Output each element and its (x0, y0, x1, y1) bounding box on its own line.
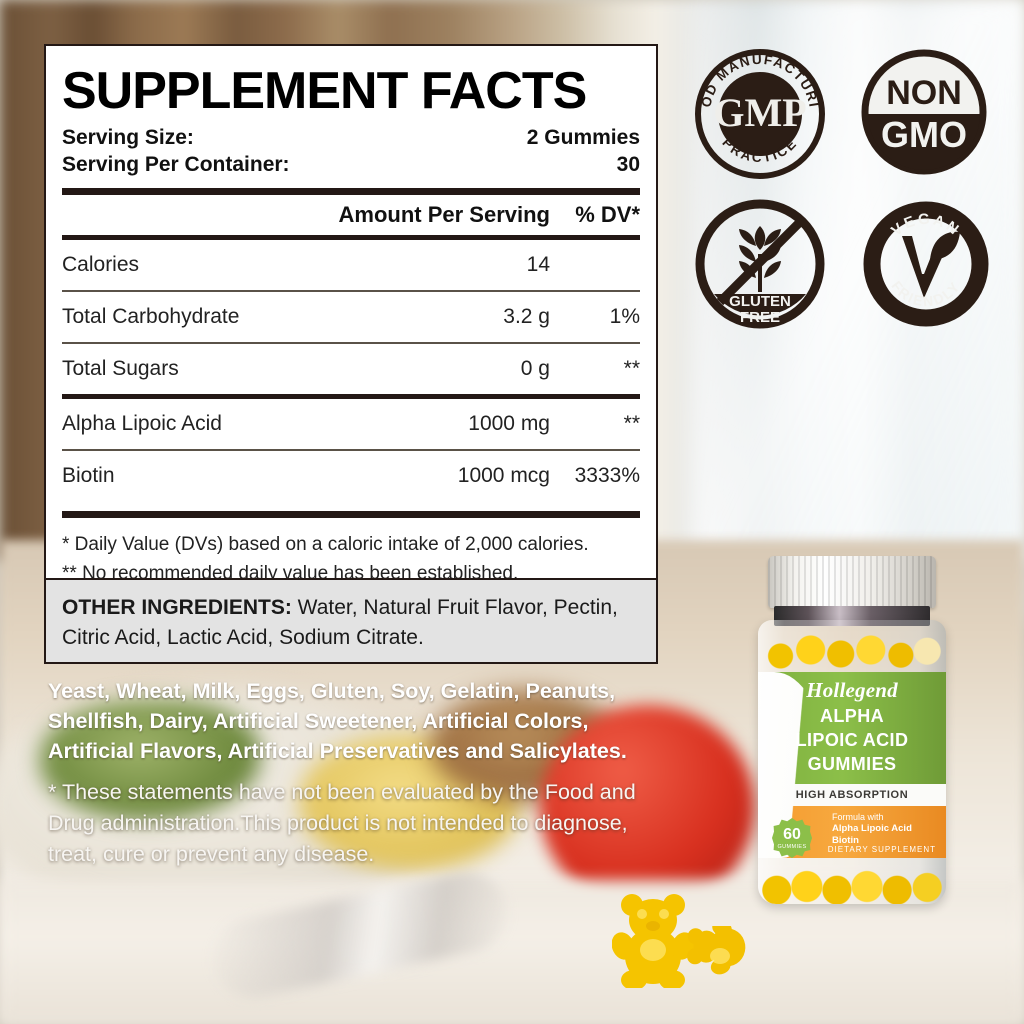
gummy-count-word: GUMMIES (777, 844, 807, 850)
table-row: Total Sugars 0 g ** (62, 344, 640, 394)
serving-size-value: 2 Gummies (526, 126, 640, 149)
gummy-bear-lying-icon (670, 926, 762, 988)
footnote-daily-value: * Daily Value (DVs) based on a caloric i… (62, 534, 589, 555)
brand-name: Hollegend (806, 678, 898, 702)
gmp-badge-icon: GOOD MANUFACTURING PRACTICE GMP (694, 48, 826, 180)
nutrient-amount: 1000 mg (468, 412, 550, 435)
background-tablecloth (0, 880, 1024, 1024)
svg-text:NON: NON (886, 74, 962, 112)
serving-size-row: Serving Size: 2 Gummies (62, 124, 640, 151)
svg-text:GLUTEN: GLUTEN (729, 293, 791, 310)
nutrient-name: Total Carbohydrate (62, 305, 240, 328)
divider-bottom-thick (62, 511, 640, 518)
other-ingredients-label: OTHER INGREDIENTS: (62, 596, 292, 619)
formula-item-biotin: Biotin (832, 835, 859, 846)
serving-per-container-label: Serving Per Container: (62, 153, 290, 176)
nutrient-name: Alpha Lipoic Acid (62, 412, 222, 435)
nutrient-name: Total Sugars (62, 357, 179, 380)
gummies-visible-top (758, 632, 946, 672)
serving-per-container-value: 30 (616, 153, 640, 176)
table-header-row: Amount Per Serving % DV* (62, 195, 640, 235)
table-row: Total Carbohydrate 3.2 g 1% (62, 292, 640, 342)
divider-row (62, 290, 640, 292)
bottle-cap (768, 556, 936, 608)
serving-size-label: Serving Size: (62, 126, 194, 149)
bottle-label: Hollegend ALPHA LIPOIC ACID GUMMIES HIGH… (758, 672, 946, 858)
dietary-supplement-text: DIETARY SUPPLEMENT (827, 845, 936, 854)
product-name: ALPHA LIPOIC ACID GUMMIES (758, 704, 946, 776)
column-header-dv: % DV* (575, 202, 640, 227)
svg-text:GMP: GMP (713, 90, 806, 135)
product-name-line-3: GUMMIES (807, 754, 897, 774)
supplement-facts-panel: SUPPLEMENT FACTS Serving Size: 2 Gummies… (44, 44, 658, 664)
nutrient-amount: 0 g (520, 357, 550, 380)
formula-items: Alpha Lipoic Acid Biotin (832, 823, 912, 847)
formula-with-label: Formula with (832, 812, 884, 822)
gummies-visible-bottom (758, 858, 946, 904)
other-ingredients-section: OTHER INGREDIENTS: Water, Natural Fruit … (46, 578, 656, 662)
svg-text:GMO: GMO (881, 114, 967, 155)
nutrient-dv: 3333% (574, 464, 640, 487)
table-row: Calories 14 (62, 240, 640, 290)
nutrient-amount: 1000 mcg (457, 464, 550, 487)
background-tomato (540, 705, 755, 910)
gummy-count-number: 60 (783, 826, 801, 843)
background-green-vegetable (40, 700, 260, 820)
nutrient-name: Calories (62, 253, 140, 276)
table-row: Biotin 1000 mcg 3333% (62, 451, 640, 501)
gluten-free-badge-icon: GLUTEN FREE (694, 198, 826, 330)
page-title: SUPPLEMENT FACTS (62, 62, 587, 120)
divider-row (62, 449, 640, 451)
vegan-friendly-badge-icon: VEGAN FRIENDLY (860, 198, 992, 330)
product-name-line-2: LIPOIC ACID (795, 730, 909, 750)
other-ingredients-text: Water, Natural Fruit Flavor, Pectin, Cit… (62, 596, 618, 649)
nutrient-dv: ** (623, 357, 640, 380)
svg-text:FREE: FREE (740, 309, 780, 326)
fda-disclaimer: * These statements have not been evaluat… (48, 780, 636, 866)
allergen-statement: Yeast, Wheat, Milk, Eggs, Gluten, Soy, G… (48, 679, 627, 763)
gummy-bears-group (612, 888, 762, 988)
non-gmo-badge-icon: NON GMO (860, 48, 988, 176)
divider-top-thick (62, 188, 640, 195)
high-absorption-text: HIGH ABSORPTION (795, 789, 909, 801)
bottle-jar: Hollegend ALPHA LIPOIC ACID GUMMIES HIGH… (758, 620, 946, 904)
column-header-amount: Amount Per Serving (338, 202, 550, 227)
product-name-line-1: ALPHA (820, 706, 884, 726)
nutrient-amount: 3.2 g (503, 305, 550, 328)
divider-row (62, 342, 640, 344)
divider-header-thick (62, 235, 640, 240)
product-bottle: Hollegend ALPHA LIPOIC ACID GUMMIES HIGH… (744, 556, 960, 908)
nutrient-name: Biotin (62, 464, 115, 487)
nutrient-dv: ** (623, 412, 640, 435)
serving-per-container-row: Serving Per Container: 30 (62, 151, 640, 178)
nutrient-amount: 14 (526, 253, 550, 276)
nutrient-dv: 1% (609, 305, 640, 328)
formula-item-alpha-lipoic-acid: Alpha Lipoic Acid (832, 823, 912, 834)
divider-section-thick (62, 394, 640, 399)
table-row: Alpha Lipoic Acid 1000 mg ** (62, 399, 640, 449)
